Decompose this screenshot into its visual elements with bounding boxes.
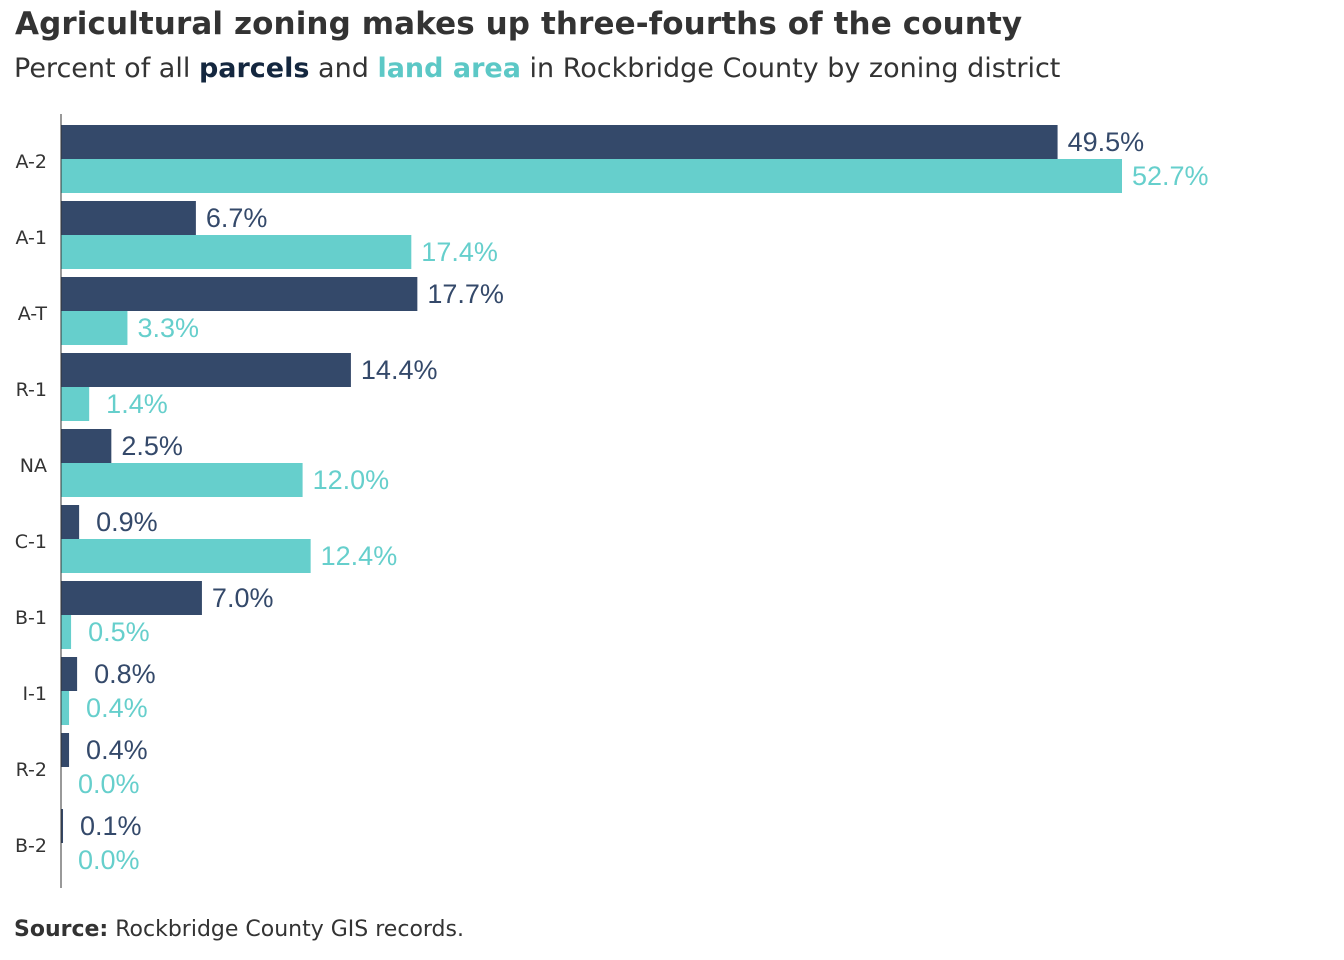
subtitle-prefix: Percent of all — [14, 53, 191, 84]
source-text: Rockbridge County GIS records. — [115, 917, 464, 942]
bar-parcels-r-2 — [61, 733, 70, 767]
bar-land-area-c-1 — [61, 539, 311, 573]
bar-parcels-c-1 — [61, 505, 80, 539]
data-label-land-area-i-1: 0.4% — [86, 693, 148, 723]
data-label-parcels-i-1: 0.8% — [94, 659, 156, 689]
data-label-parcels-a-2: 49.5% — [1068, 127, 1145, 157]
category-label-na: NA — [20, 455, 47, 477]
data-label-parcels-b-1: 7.0% — [212, 583, 274, 613]
data-label-parcels-b-2: 0.1% — [80, 811, 142, 841]
bar-land-area-a-t — [61, 311, 128, 345]
category-label-b-1: B-1 — [15, 607, 47, 629]
source-note: Source: Rockbridge County GIS records. — [14, 917, 464, 942]
legend-land-area: land area — [377, 53, 521, 84]
category-label-r-2: R-2 — [16, 759, 47, 781]
data-label-parcels-r-2: 0.4% — [86, 735, 148, 765]
data-label-parcels-na: 2.5% — [121, 431, 183, 461]
data-label-land-area-c-1: 12.4% — [321, 541, 398, 571]
subtitle-and: and — [318, 53, 369, 84]
category-label-a-t: A-T — [18, 303, 48, 325]
bar-parcels-a-2 — [61, 125, 1058, 159]
bar-parcels-na — [61, 429, 112, 463]
bar-parcels-a-1 — [61, 201, 196, 235]
bar-land-area-b-1 — [61, 615, 72, 649]
chart-title: Agricultural zoning makes up three-fourt… — [15, 6, 1023, 42]
data-label-land-area-r-1: 1.4% — [106, 389, 168, 419]
source-label: Source: — [14, 917, 109, 942]
category-label-r-1: R-1 — [16, 379, 47, 401]
data-label-land-area-b-2: 0.0% — [78, 845, 140, 875]
bar-parcels-r-1 — [61, 353, 351, 387]
bar-parcels-b-2 — [61, 809, 64, 843]
category-label-a-1: A-1 — [15, 227, 47, 249]
chart-subtitle: Percent of all parcels and land area in … — [14, 53, 1060, 84]
category-label-i-1: I-1 — [22, 683, 47, 705]
data-label-land-area-na: 12.0% — [313, 465, 390, 495]
data-label-parcels-r-1: 14.4% — [361, 355, 438, 385]
data-label-parcels-a-t: 17.7% — [427, 279, 504, 309]
bar-land-area-na — [61, 463, 303, 497]
category-label-b-2: B-2 — [15, 835, 47, 857]
data-label-land-area-a-t: 3.3% — [137, 313, 199, 343]
bar-parcels-i-1 — [61, 657, 78, 691]
bar-parcels-a-t — [61, 277, 418, 311]
legend-parcels: parcels — [198, 53, 310, 84]
data-label-land-area-a-2: 52.7% — [1132, 161, 1209, 191]
category-label-c-1: C-1 — [15, 531, 47, 553]
bar-land-area-r-1 — [61, 387, 90, 421]
data-label-parcels-c-1: 0.9% — [96, 507, 158, 537]
data-label-parcels-a-1: 6.7% — [206, 203, 268, 233]
bar-land-area-i-1 — [61, 691, 70, 725]
data-label-land-area-a-1: 17.4% — [421, 237, 498, 267]
data-label-land-area-r-2: 0.0% — [78, 769, 140, 799]
category-label-a-2: A-2 — [15, 151, 47, 173]
subtitle-suffix: in Rockbridge County by zoning district — [529, 53, 1061, 84]
data-label-land-area-b-1: 0.5% — [88, 617, 150, 647]
bar-land-area-a-2 — [61, 159, 1122, 193]
bar-land-area-a-1 — [61, 235, 412, 269]
bar-parcels-b-1 — [61, 581, 202, 615]
